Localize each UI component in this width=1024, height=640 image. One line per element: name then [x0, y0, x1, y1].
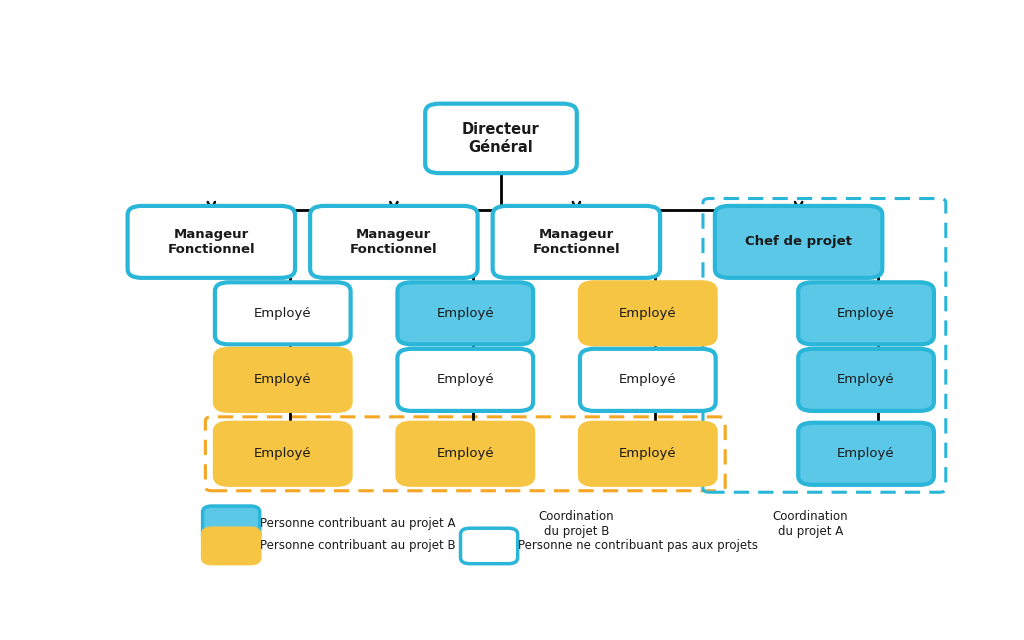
Text: Manageur
Fonctionnel: Manageur Fonctionnel — [350, 228, 437, 256]
Text: Employé: Employé — [254, 373, 311, 387]
FancyBboxPatch shape — [580, 349, 716, 411]
Text: Manageur
Fonctionnel: Manageur Fonctionnel — [532, 228, 621, 256]
FancyBboxPatch shape — [203, 528, 260, 564]
FancyBboxPatch shape — [128, 206, 295, 278]
FancyBboxPatch shape — [493, 206, 660, 278]
Text: Employé: Employé — [436, 307, 495, 320]
FancyBboxPatch shape — [215, 423, 350, 485]
FancyBboxPatch shape — [798, 349, 934, 411]
Text: Employé: Employé — [618, 307, 677, 320]
FancyBboxPatch shape — [715, 206, 883, 278]
Text: Employé: Employé — [838, 307, 895, 320]
FancyBboxPatch shape — [215, 282, 350, 344]
Text: Employé: Employé — [838, 373, 895, 387]
Text: Coordination
du projet B: Coordination du projet B — [539, 510, 614, 538]
FancyBboxPatch shape — [580, 423, 716, 485]
Text: Personne contribuant au projet A: Personne contribuant au projet A — [260, 517, 456, 531]
FancyBboxPatch shape — [580, 282, 716, 344]
Text: Employé: Employé — [254, 447, 311, 460]
Text: Employé: Employé — [436, 447, 495, 460]
Text: Employé: Employé — [838, 447, 895, 460]
FancyBboxPatch shape — [310, 206, 477, 278]
Text: Coordination
du projet A: Coordination du projet A — [773, 510, 848, 538]
Text: Employé: Employé — [618, 373, 677, 387]
Text: Personne ne contribuant pas aux projets: Personne ne contribuant pas aux projets — [518, 540, 758, 552]
Text: Employé: Employé — [254, 307, 311, 320]
FancyBboxPatch shape — [461, 528, 518, 564]
FancyBboxPatch shape — [397, 423, 534, 485]
FancyBboxPatch shape — [397, 349, 534, 411]
Text: Directeur
Général: Directeur Général — [462, 122, 540, 155]
Text: Employé: Employé — [436, 373, 495, 387]
Text: Manageur
Fonctionnel: Manageur Fonctionnel — [168, 228, 255, 256]
Text: Chef de projet: Chef de projet — [745, 236, 852, 248]
FancyBboxPatch shape — [798, 423, 934, 485]
Text: Personne contribuant au projet B: Personne contribuant au projet B — [260, 540, 456, 552]
FancyBboxPatch shape — [798, 282, 934, 344]
Text: Employé: Employé — [618, 447, 677, 460]
FancyBboxPatch shape — [203, 506, 260, 541]
FancyBboxPatch shape — [397, 282, 534, 344]
FancyBboxPatch shape — [425, 104, 577, 173]
FancyBboxPatch shape — [215, 349, 350, 411]
